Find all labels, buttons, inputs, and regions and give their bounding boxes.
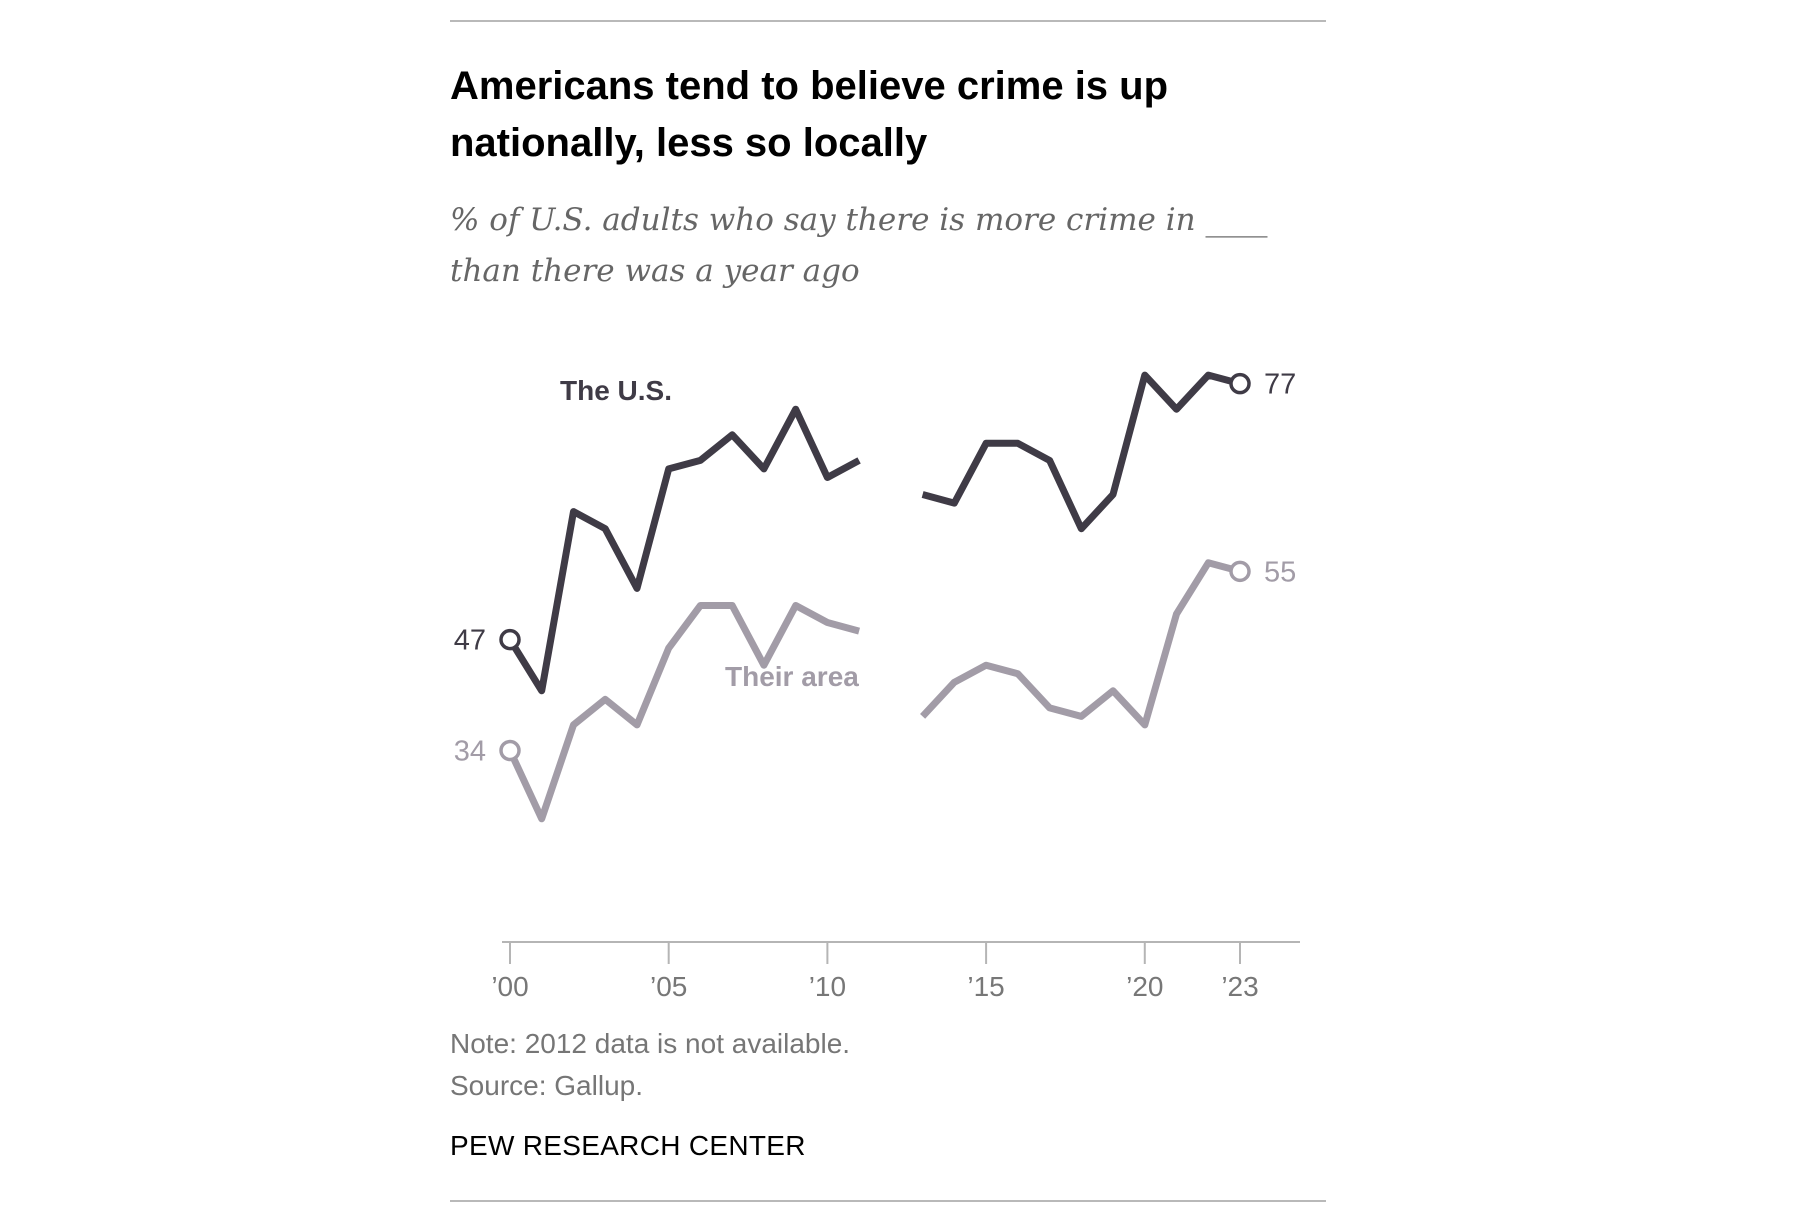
start-marker-us — [501, 631, 519, 649]
start-value-label: 34 — [454, 736, 486, 768]
end-marker-us — [1231, 375, 1249, 393]
chart-source: Source: Gallup. — [450, 1070, 643, 1102]
start-marker-their-area — [501, 742, 519, 760]
x-tick-label: ’23 — [1221, 971, 1258, 1002]
series-line-their-area — [510, 606, 859, 819]
chart-title: Americans tend to believe crime is up na… — [450, 58, 1326, 172]
brand-name: PEW RESEARCH CENTER — [450, 1130, 806, 1162]
series-line-their-area — [923, 563, 1240, 725]
chart-note: Note: 2012 data is not available. — [450, 1028, 850, 1060]
end-value-label: 55 — [1264, 556, 1296, 588]
end-marker-their-area — [1231, 562, 1249, 580]
series-line-us — [923, 375, 1240, 529]
series-label-us: The U.S. — [560, 375, 672, 406]
x-tick-label: ’05 — [650, 971, 687, 1002]
x-tick-label: ’10 — [809, 971, 846, 1002]
start-value-label: 47 — [454, 625, 486, 657]
x-tick-label: ’15 — [967, 971, 1004, 1002]
bottom-rule — [450, 1200, 1326, 1202]
top-rule — [450, 20, 1326, 22]
line-chart: ’00 ’05 ’10 ’15 ’20 ’23 47 77 34 55 The U.S. Their… — [450, 340, 1326, 1020]
series-label-their-area: Their area — [725, 661, 859, 692]
x-tick-label: ’20 — [1126, 971, 1163, 1002]
end-value-label: 77 — [1264, 369, 1296, 401]
chart-card: Americans tend to believe crime is up na… — [450, 20, 1326, 1208]
series-line-us — [510, 409, 859, 691]
chart-subtitle: % of U.S. adults who say there is more c… — [450, 195, 1326, 297]
x-tick-label: ’00 — [491, 971, 528, 1002]
